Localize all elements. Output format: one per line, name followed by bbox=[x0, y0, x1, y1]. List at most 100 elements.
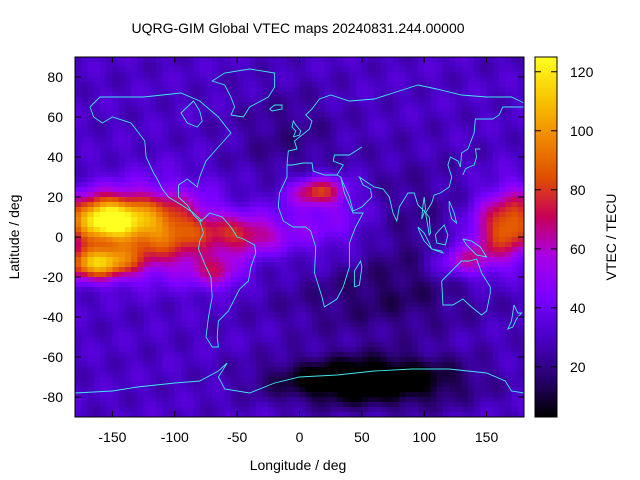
heatmap-cell bbox=[237, 367, 244, 373]
heatmap-cell bbox=[324, 322, 332, 328]
heatmap-cell bbox=[143, 227, 151, 233]
heatmap-cell bbox=[374, 157, 381, 163]
heatmap-cell bbox=[212, 97, 219, 103]
heatmap-cell bbox=[511, 297, 519, 303]
heatmap-cell bbox=[274, 297, 282, 303]
heatmap-cell bbox=[436, 307, 444, 313]
heatmap-cell bbox=[174, 297, 182, 303]
heatmap-cell bbox=[361, 127, 369, 133]
heatmap-cell bbox=[143, 362, 151, 368]
heatmap-cell bbox=[230, 367, 238, 373]
heatmap-cell bbox=[374, 297, 381, 303]
heatmap-cell bbox=[181, 77, 188, 83]
heatmap-cell bbox=[243, 217, 251, 223]
heatmap-cell bbox=[380, 362, 388, 368]
heatmap-cell bbox=[81, 202, 88, 208]
heatmap-cell bbox=[436, 217, 444, 223]
heatmap-cell bbox=[305, 237, 313, 243]
heatmap-cell bbox=[330, 287, 338, 293]
heatmap-cell bbox=[324, 377, 332, 383]
heatmap-cell bbox=[305, 252, 313, 258]
heatmap-cell bbox=[430, 347, 438, 353]
heatmap-cell bbox=[449, 257, 456, 263]
heatmap-cell bbox=[287, 187, 294, 193]
heatmap-cell bbox=[212, 222, 219, 228]
heatmap-cell bbox=[174, 122, 182, 128]
heatmap-cell bbox=[81, 337, 88, 343]
heatmap-cell bbox=[449, 307, 456, 313]
heatmap-cell bbox=[393, 222, 400, 228]
heatmap-cell bbox=[224, 402, 232, 408]
heatmap-cell bbox=[99, 187, 107, 193]
heatmap-cell bbox=[330, 297, 338, 303]
heatmap-cell bbox=[174, 247, 182, 253]
heatmap-cell bbox=[131, 142, 138, 148]
heatmap-cell bbox=[442, 192, 450, 198]
heatmap-cell bbox=[75, 362, 82, 368]
heatmap-cell bbox=[424, 252, 431, 258]
heatmap-cell bbox=[436, 392, 444, 398]
heatmap-cell bbox=[249, 92, 257, 98]
heatmap-cell bbox=[249, 142, 257, 148]
heatmap-cell bbox=[230, 392, 238, 398]
heatmap-cell bbox=[81, 342, 88, 348]
heatmap-cell bbox=[112, 172, 120, 178]
heatmap-cell bbox=[311, 132, 319, 138]
heatmap-cell bbox=[405, 387, 413, 393]
heatmap-cell bbox=[318, 392, 325, 398]
heatmap-cell bbox=[411, 172, 419, 178]
heatmap-cell bbox=[193, 167, 201, 173]
heatmap-cell bbox=[380, 327, 388, 333]
heatmap-cell bbox=[174, 272, 182, 278]
heatmap-cell bbox=[87, 222, 95, 228]
heatmap-cell bbox=[505, 367, 512, 373]
heatmap-cell bbox=[162, 77, 169, 83]
heatmap-cell bbox=[230, 337, 238, 343]
heatmap-cell bbox=[305, 297, 313, 303]
heatmap-cell bbox=[293, 227, 300, 233]
heatmap-cell bbox=[181, 207, 188, 213]
heatmap-cell bbox=[368, 282, 375, 288]
heatmap-cell bbox=[174, 372, 182, 378]
heatmap-cell bbox=[287, 247, 294, 253]
heatmap-cell bbox=[143, 287, 151, 293]
heatmap-cell bbox=[399, 72, 406, 78]
heatmap-cell bbox=[517, 132, 525, 138]
heatmap-cell bbox=[255, 57, 263, 63]
heatmap-cell bbox=[280, 77, 288, 83]
heatmap-cell bbox=[262, 257, 269, 263]
heatmap-cell bbox=[280, 222, 288, 228]
heatmap-cell bbox=[511, 122, 519, 128]
heatmap-cell bbox=[237, 292, 244, 298]
heatmap-cell bbox=[499, 282, 506, 288]
heatmap-cell bbox=[436, 67, 444, 73]
heatmap-cell bbox=[205, 207, 213, 213]
heatmap-cell bbox=[461, 97, 469, 103]
heatmap-cell bbox=[505, 132, 512, 138]
heatmap-cell bbox=[75, 267, 82, 273]
heatmap-cell bbox=[255, 287, 263, 293]
heatmap-cell bbox=[436, 77, 444, 83]
heatmap-cell bbox=[87, 252, 95, 258]
heatmap-cell bbox=[405, 242, 413, 248]
heatmap-cell bbox=[318, 67, 325, 73]
heatmap-cell bbox=[243, 162, 251, 168]
heatmap-cell bbox=[205, 267, 213, 273]
heatmap-cell bbox=[461, 367, 469, 373]
heatmap-cell bbox=[137, 132, 144, 138]
heatmap-cell bbox=[505, 82, 512, 88]
heatmap-cell bbox=[361, 282, 369, 288]
heatmap-cell bbox=[287, 272, 294, 278]
heatmap-cell bbox=[355, 392, 363, 398]
heatmap-cell bbox=[318, 87, 325, 93]
heatmap-cell bbox=[99, 242, 107, 248]
heatmap-cell bbox=[224, 382, 232, 388]
heatmap-cell bbox=[205, 82, 213, 88]
heatmap-cell bbox=[436, 197, 444, 203]
heatmap-cell bbox=[505, 327, 512, 333]
heatmap-cell bbox=[230, 157, 238, 163]
heatmap-cell bbox=[143, 127, 151, 133]
heatmap-cell bbox=[417, 377, 425, 383]
heatmap-cell bbox=[174, 252, 182, 258]
heatmap-cell bbox=[187, 132, 194, 138]
